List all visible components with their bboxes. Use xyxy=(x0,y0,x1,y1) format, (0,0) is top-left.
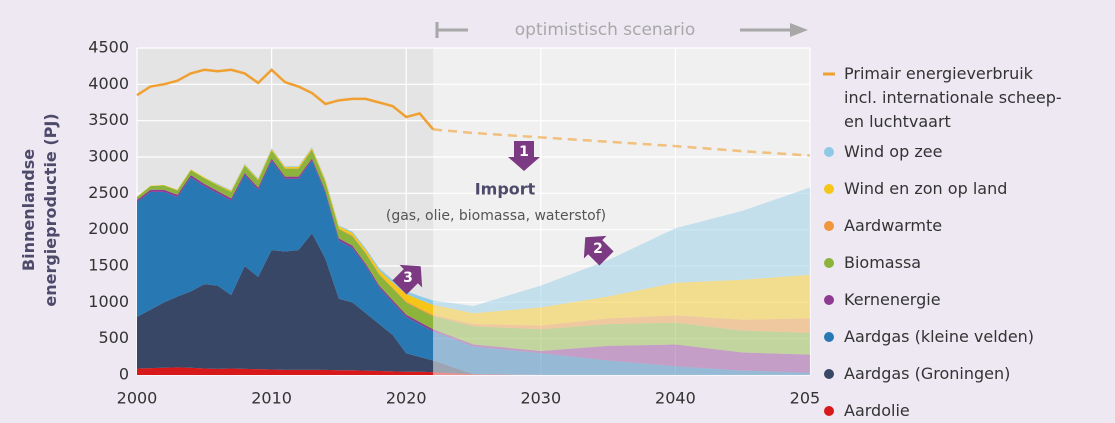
legend-entry: Kernenergie xyxy=(822,288,1062,319)
legend-swatch xyxy=(822,288,836,319)
marker: 2 xyxy=(583,235,614,266)
area-projection xyxy=(433,372,810,375)
annotation-title: Import xyxy=(475,180,536,199)
x-tick-label: 2000 xyxy=(117,389,158,408)
y-tick-label: 0 xyxy=(119,365,129,384)
area-projection xyxy=(433,187,810,314)
area-history xyxy=(137,367,434,375)
y-tick-label: 4000 xyxy=(88,74,129,93)
x-tick-label: 2020 xyxy=(386,389,427,408)
y-tick-label: 2500 xyxy=(88,183,129,202)
area-history xyxy=(137,160,434,361)
y-axis-label: Binnenlandse energieproductie (PJ) xyxy=(19,113,60,306)
y-tick-label: 2000 xyxy=(88,219,129,238)
legend-entry: Wind op zee xyxy=(822,140,1062,171)
chart: 0 500 1000 1500 2000 2500 3000 3500 4000 4500 2000… xyxy=(19,20,821,408)
y-axis-label-line: Binnenlandse xyxy=(19,149,38,271)
legend-entry: Aardgas (Groningen) xyxy=(822,362,1062,393)
marker-number: 1 xyxy=(519,144,529,160)
legend-swatch xyxy=(822,140,836,171)
line-history xyxy=(136,68,435,131)
area-history xyxy=(137,233,434,373)
legend-entry: Aardgas (kleine velden) xyxy=(822,325,1062,356)
y-tick-label: 1000 xyxy=(88,292,129,311)
legend-label: Wind op zee xyxy=(844,142,943,161)
area-projection xyxy=(433,360,810,375)
y-tick-label: 3500 xyxy=(88,110,129,129)
legend-entry: Aardwarmte xyxy=(822,214,1062,245)
legend-label: Wind en zon op land xyxy=(844,179,1008,198)
area-projection xyxy=(433,316,810,355)
area-history xyxy=(137,149,434,317)
legend-label: Aardgas (Groningen) xyxy=(844,364,1011,383)
x-tick-label: 2050 xyxy=(790,389,820,408)
annotation-detail: (gas, olie, biomassa, waterstof) xyxy=(386,208,606,224)
area-history xyxy=(137,149,434,330)
y-axis-label-line: energieproductie (PJ) xyxy=(41,113,60,306)
area-projection xyxy=(433,331,810,375)
x-tick-label: 2040 xyxy=(655,389,696,408)
marker-shape xyxy=(583,235,614,266)
scenario-background xyxy=(433,48,810,375)
legend-entry: Aardolie xyxy=(822,399,1062,423)
marker-shape xyxy=(392,264,423,295)
legend-swatch xyxy=(822,399,836,423)
y-tick-label: 1500 xyxy=(88,256,129,275)
y-tick-label: 500 xyxy=(98,328,129,347)
legend-swatch xyxy=(822,251,836,282)
y-tick-label: 4500 xyxy=(88,38,129,57)
marker: 3 xyxy=(392,264,423,295)
legend-label: Aardolie xyxy=(844,401,910,420)
area-history xyxy=(137,147,434,316)
y-tick-label: 3000 xyxy=(88,147,129,166)
marker-number: 2 xyxy=(593,241,603,257)
legend-label: Biomassa xyxy=(844,253,922,272)
legend-label: Primair energieverbruik incl. internatio… xyxy=(844,64,1062,131)
area-projection xyxy=(433,274,810,326)
legend-swatch xyxy=(822,325,836,356)
area-projection xyxy=(433,315,810,333)
legend-swatch xyxy=(822,62,836,93)
legend-label: Aardwarmte xyxy=(844,216,943,235)
area-projection xyxy=(433,329,810,373)
header-arrow-head xyxy=(790,23,808,37)
x-tick-label: 2010 xyxy=(251,389,292,408)
marker: 1 xyxy=(508,141,540,171)
legend-swatch xyxy=(822,362,836,393)
legend-label: Aardgas (kleine velden) xyxy=(844,327,1035,346)
legend-swatch xyxy=(822,214,836,245)
marker-shape xyxy=(508,141,540,171)
legend-entry: Wind en zon op land xyxy=(822,177,1062,208)
legend-label: Kernenergie xyxy=(844,290,941,309)
marker-number: 3 xyxy=(403,270,413,286)
legend-entry: Primair energieverbruik incl. internatio… xyxy=(822,62,1062,134)
legend: Primair energieverbruik incl. internatio… xyxy=(822,62,1062,423)
x-tick-label: 2030 xyxy=(520,389,561,408)
header: optimistisch scenario xyxy=(515,20,695,40)
legend-swatch xyxy=(822,177,836,208)
legend-entry: Biomassa xyxy=(822,251,1062,282)
